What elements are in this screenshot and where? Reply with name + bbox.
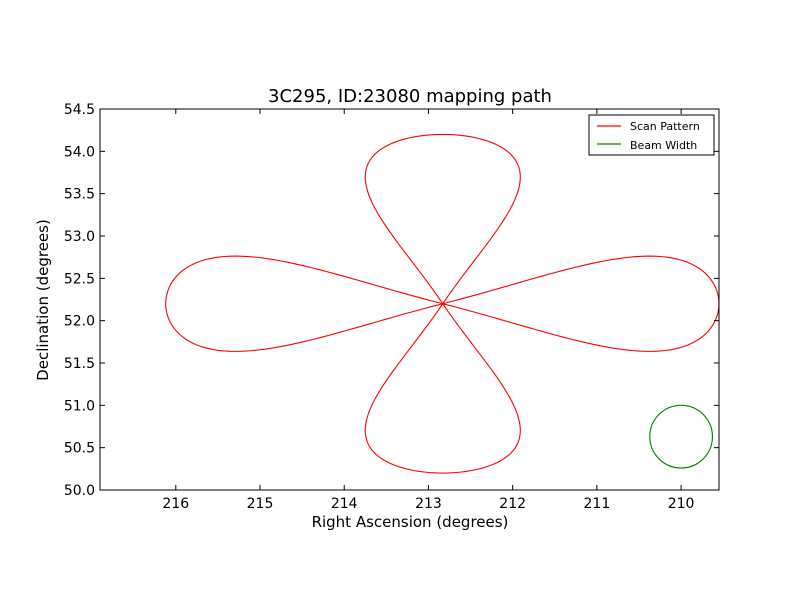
y-tick-label: 51.5 — [64, 356, 95, 372]
plot-frame — [99, 108, 720, 491]
x-tick-label: 210 — [668, 496, 695, 512]
x-tick-label: 211 — [584, 496, 611, 512]
y-tick-label: 50.0 — [64, 483, 95, 499]
legend-label-beam-width: Beam Width — [630, 139, 697, 152]
beam-width-circle — [649, 404, 713, 469]
y-tick-label: 51.0 — [64, 398, 95, 414]
y-tick-label: 52.5 — [64, 271, 95, 287]
x-tick-label: 214 — [331, 496, 358, 512]
scan-pattern-path — [165, 133, 719, 474]
y-tick-label: 54.0 — [64, 144, 95, 160]
y-tick-label: 53.0 — [64, 229, 95, 245]
y-tick-label: 54.5 — [64, 102, 95, 118]
y-tick-label: 52.0 — [64, 314, 95, 330]
legend-label-scan-pattern: Scan Pattern — [630, 120, 700, 133]
x-tick-label: 213 — [415, 496, 442, 512]
y-axis: 50.0 50.5 51.0 51.5 52.0 52.5 53.0 53.5 54.0 54.5 — [64, 102, 719, 499]
chart-title: 3C295, ID:23080 mapping path — [268, 86, 552, 107]
y-axis-label: Declination (degrees) — [34, 219, 52, 381]
series-layer — [165, 133, 719, 474]
x-axis-label: Right Ascension (degrees) — [312, 513, 509, 531]
x-axis: 216 215 214 213 212 211 210 — [162, 109, 694, 512]
x-tick-label: 215 — [247, 496, 274, 512]
legend-box — [588, 114, 715, 156]
y-tick-label: 50.5 — [64, 441, 95, 457]
x-tick-label: 216 — [162, 496, 189, 512]
x-tick-label: 212 — [499, 496, 526, 512]
legend: Scan Pattern Beam Width — [588, 114, 715, 156]
y-tick-label: 53.5 — [64, 187, 95, 203]
